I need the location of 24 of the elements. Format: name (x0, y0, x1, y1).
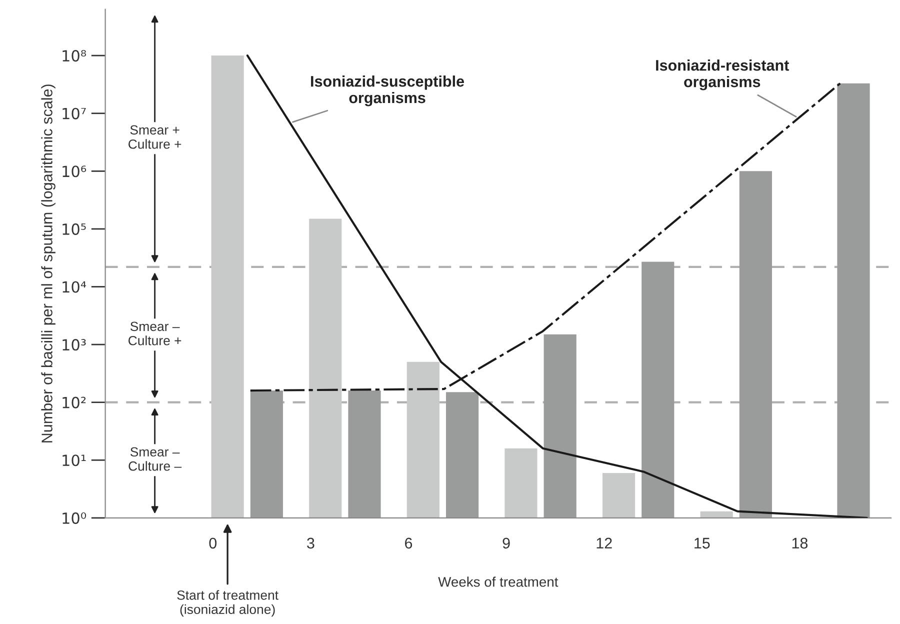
y-tick-label: 10⁵ (62, 223, 86, 235)
y-tick-label: 10⁷ (62, 108, 86, 120)
y-tick-label: 10⁰ (62, 512, 86, 524)
annotation: Smear – Culture + (128, 322, 182, 346)
series-label: Isoniazid-resistant organisms (656, 60, 790, 90)
series-label: Isoniazid-susceptible organisms (311, 76, 464, 106)
x-tick-label: 3 (307, 538, 314, 549)
text: Start of treatment (isoniazid alone) (177, 590, 278, 617)
x-tick-label: 0 (209, 538, 217, 549)
y-tick-label: 10² (62, 396, 86, 408)
x-tick-label: 9 (502, 538, 510, 549)
x-tick-label: 12 (596, 538, 612, 548)
x-axis-title: Weeks of treatment (438, 576, 558, 587)
annotation: Smear – Culture – (128, 447, 182, 471)
y-tick-label: 10⁸ (62, 50, 86, 62)
y-tick-label: 10⁶ (62, 166, 86, 178)
x-tick-label: 15 (694, 538, 710, 549)
y-tick-label: 10³ (62, 339, 86, 351)
x-tick-label: 6 (405, 538, 412, 549)
y-axis-title: Number of bacilli per ml of sputum (logarithmic scale) (41, 84, 56, 442)
annotation: Smear + Culture + (128, 125, 182, 149)
y-tick-label: 10⁴ (62, 281, 86, 293)
y-tick-label: 10¹ (62, 454, 86, 466)
x-tick-label: 18 (792, 538, 808, 549)
